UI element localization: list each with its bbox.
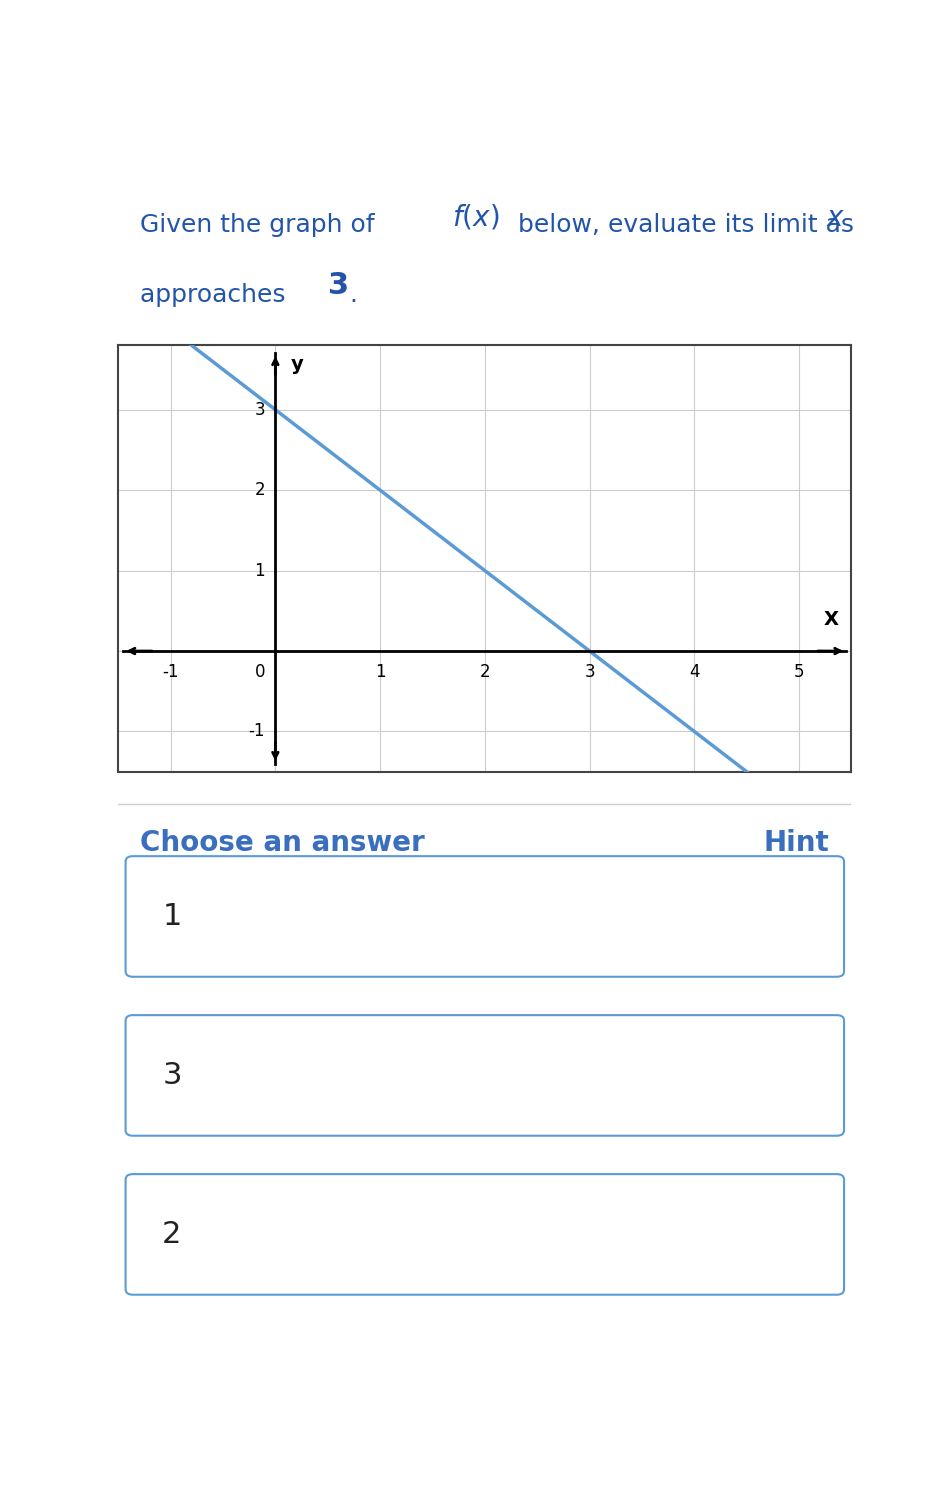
Text: 2: 2 — [480, 663, 490, 681]
Text: $f(x)$: $f(x)$ — [452, 203, 499, 232]
Text: 1: 1 — [254, 561, 265, 579]
Text: 2: 2 — [163, 1220, 182, 1248]
FancyBboxPatch shape — [126, 1015, 844, 1136]
Text: -1: -1 — [249, 722, 265, 740]
Text: below, evaluate its limit as: below, evaluate its limit as — [511, 212, 863, 236]
Text: 0: 0 — [254, 663, 265, 681]
Text: y: y — [291, 355, 304, 374]
Text: 3: 3 — [585, 663, 595, 681]
Text: approaches: approaches — [140, 283, 294, 307]
Text: $\mathbf{3}$: $\mathbf{3}$ — [327, 271, 348, 301]
Text: X: X — [824, 609, 839, 629]
FancyBboxPatch shape — [126, 1175, 844, 1295]
Text: Hint: Hint — [763, 829, 830, 857]
Text: 1: 1 — [375, 663, 385, 681]
Text: 5: 5 — [794, 663, 804, 681]
Text: Choose an answer: Choose an answer — [140, 829, 425, 857]
Text: 3: 3 — [254, 400, 265, 418]
Text: 1: 1 — [163, 902, 182, 931]
Text: Given the graph of: Given the graph of — [140, 212, 383, 236]
Text: 4: 4 — [689, 663, 699, 681]
Text: 3: 3 — [163, 1060, 182, 1090]
Text: $x$: $x$ — [826, 205, 845, 232]
Text: 2: 2 — [254, 481, 265, 499]
Text: -1: -1 — [163, 663, 179, 681]
Text: .: . — [349, 283, 358, 307]
FancyBboxPatch shape — [126, 856, 844, 976]
